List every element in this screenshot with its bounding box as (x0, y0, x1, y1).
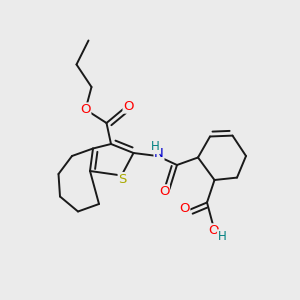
Text: O: O (209, 224, 219, 237)
Text: H: H (218, 230, 226, 243)
Text: O: O (179, 202, 190, 215)
Text: H: H (151, 140, 160, 154)
Text: N: N (154, 147, 164, 160)
Text: S: S (118, 172, 127, 186)
Text: O: O (80, 103, 91, 116)
Text: O: O (123, 100, 134, 113)
Text: O: O (159, 185, 169, 198)
